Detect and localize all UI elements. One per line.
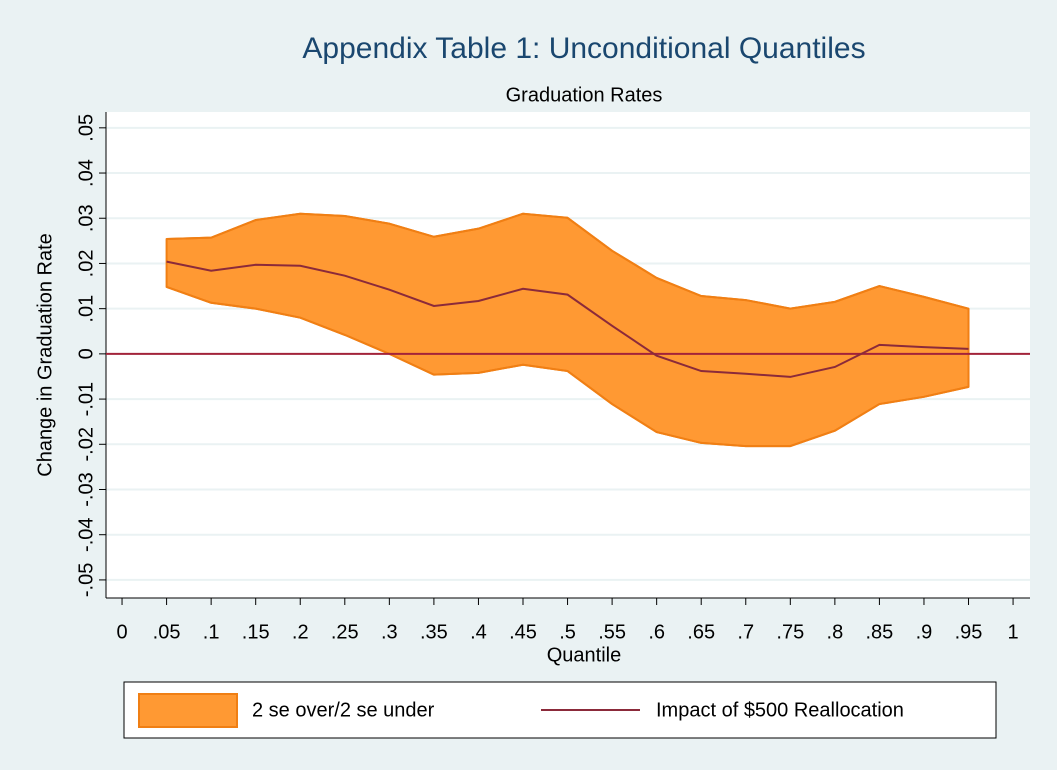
x-tick-label: .25: [331, 621, 359, 643]
x-tick-label: .05: [153, 621, 181, 643]
x-tick-label: .75: [776, 621, 804, 643]
x-tick-label: .6: [648, 621, 665, 643]
line: [166, 260, 969, 378]
x-tick-label: .5: [559, 621, 576, 643]
y-tick-label: .05: [75, 114, 97, 142]
chart-title: Appendix Table 1: Unconditional Quantile…: [302, 32, 865, 65]
x-tick-label: .1: [203, 621, 220, 643]
x-tick-label: .65: [687, 621, 715, 643]
y-tick-label: .04: [75, 159, 97, 187]
x-tick-label: .9: [916, 621, 933, 643]
y-tick-label: .01: [75, 295, 97, 323]
y-tick-label: -.01: [75, 382, 97, 416]
y-tick-label: .02: [75, 250, 97, 278]
legend-swatch: [138, 693, 238, 728]
legend-box: [123, 681, 997, 739]
chart-subtitle: Graduation Rates: [506, 84, 663, 106]
x-tick-label: .55: [598, 621, 626, 643]
x-tick-label: .95: [955, 621, 983, 643]
x-tick-label: .4: [470, 621, 487, 643]
x-tick-label: .7: [737, 621, 754, 643]
legend-label: Impact of $500 Reallocation: [656, 699, 904, 721]
y-tick-label: -.04: [75, 517, 97, 551]
y-tick-label: 0: [75, 348, 97, 359]
x-tick-label: .35: [420, 621, 448, 643]
y-tick-label: -.02: [75, 427, 97, 461]
y-axis-title: Change in Graduation Rate: [34, 233, 56, 477]
band-lower: [166, 286, 969, 448]
x-tick-label: .85: [866, 621, 894, 643]
x-axis-title: Quantile: [547, 644, 622, 666]
y-tick-label: -.03: [75, 472, 97, 506]
x-tick-label: .3: [381, 621, 398, 643]
x-tick-label: 1: [1008, 621, 1019, 643]
band-upper: [166, 212, 969, 310]
x-tick-label: 0: [116, 621, 127, 643]
legend-label: 2 se over/2 se under: [252, 699, 435, 721]
x-tick-label: .15: [242, 621, 270, 643]
x-tick-label: .2: [292, 621, 309, 643]
y-tick-label: .03: [75, 204, 97, 232]
y-tick-label: -.05: [75, 563, 97, 597]
x-tick-label: .45: [509, 621, 537, 643]
x-tick-label: .8: [827, 621, 844, 643]
